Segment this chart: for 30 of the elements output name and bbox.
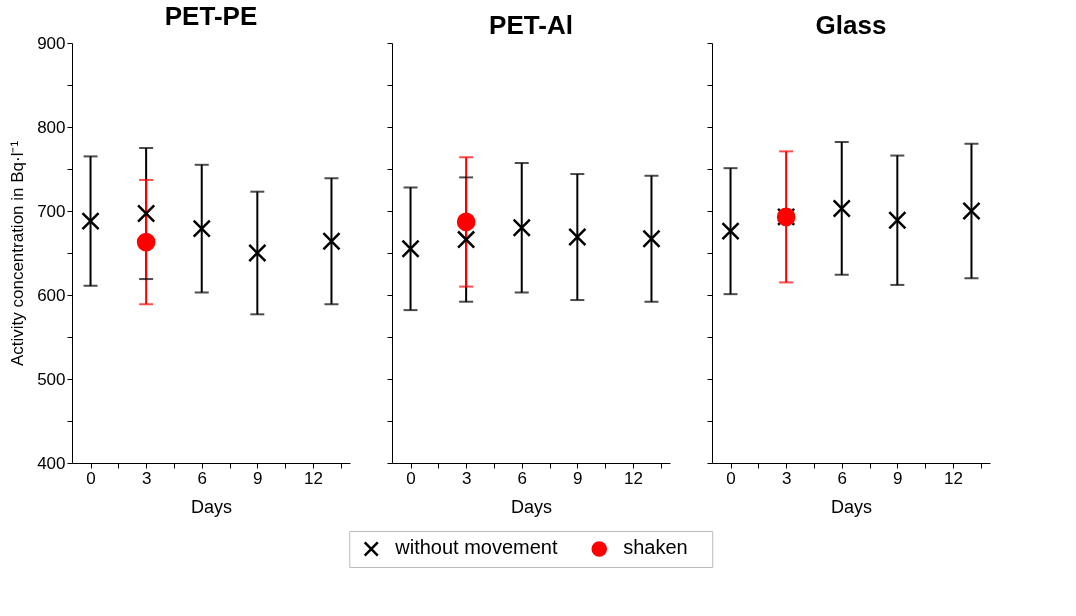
x-tick-label: 0	[726, 468, 736, 488]
legend-label: without movement	[394, 536, 558, 558]
x-tick-label: 3	[141, 468, 152, 488]
x-tick-label: 9	[253, 468, 263, 488]
x-axis-title: Days	[190, 496, 233, 517]
chart-title: PET-Al	[489, 9, 573, 40]
x-tick-label: 6	[197, 468, 207, 488]
x-tick-label: 0	[406, 468, 416, 488]
x-tick-label: 6	[837, 468, 847, 488]
x-tick-label: 0	[86, 468, 96, 488]
x-tick-label: 12	[943, 468, 963, 488]
y-tick-label: 900	[37, 33, 66, 53]
x-tick-label: 12	[303, 468, 323, 488]
x-axis-title: Days	[830, 496, 873, 517]
y-tick-label: 600	[37, 285, 66, 305]
x-tick-label: 9	[573, 468, 583, 488]
x-tick-label: 12	[623, 468, 643, 488]
x-tick-label: 3	[461, 468, 472, 488]
legend-label: shaken	[623, 536, 688, 558]
x-tick-label: 6	[517, 468, 527, 488]
chart-title: PET-PE	[164, 1, 258, 31]
x-axis-title: Days	[510, 496, 553, 517]
y-tick-label: 800	[37, 117, 66, 137]
y-tick-label: 500	[37, 369, 66, 389]
y-tick-label: 700	[37, 201, 66, 221]
x-tick-label: 3	[781, 468, 792, 488]
y-tick-label: 400	[37, 453, 66, 473]
y-axis-title: Activity concentration in Bq·l⁻¹	[8, 140, 28, 367]
x-tick-label: 9	[893, 468, 903, 488]
chart-title: Glass	[815, 9, 887, 40]
